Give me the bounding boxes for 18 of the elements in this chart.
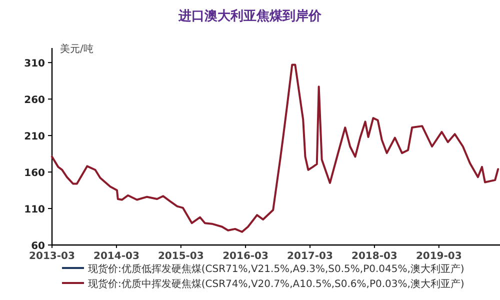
x-tick-label: 2017-03 — [287, 251, 333, 262]
y-tick-label: 260 — [24, 95, 46, 106]
y-tick-label: 60 — [31, 241, 46, 252]
x-tick-label: 2019-03 — [416, 251, 462, 262]
line-series — [51, 64, 500, 233]
y-axis-title: 美元/吨 — [60, 43, 94, 55]
legend-label: 现货价:优质中挥发硬焦煤(CSR74%,V20.7%,A10.5%,S0.6%,P0.03%,澳大利亚产) — [88, 278, 464, 290]
x-tick-label: 2014-03 — [94, 251, 140, 262]
y-tick-label: 160 — [24, 168, 46, 180]
y-tick-label: 310 — [24, 58, 46, 70]
y-tick-label: 210 — [24, 132, 46, 143]
x-tick-label: 2013-03 — [29, 251, 75, 262]
chart-title: 进口澳大利亚焦煤到岸价 — [178, 8, 322, 24]
legend-label: 现货价:优质低挥发硬焦煤(CSR71%,V21.5%,A9.3%,S0.5%,P0.045%,澳大利亚产) — [88, 263, 464, 275]
x-tick-label: 2015-03 — [158, 251, 204, 262]
x-tick-label: 2018-03 — [351, 251, 398, 262]
x-tick-label: 2016-03 — [222, 251, 269, 262]
y-tick-label: 110 — [24, 204, 46, 216]
